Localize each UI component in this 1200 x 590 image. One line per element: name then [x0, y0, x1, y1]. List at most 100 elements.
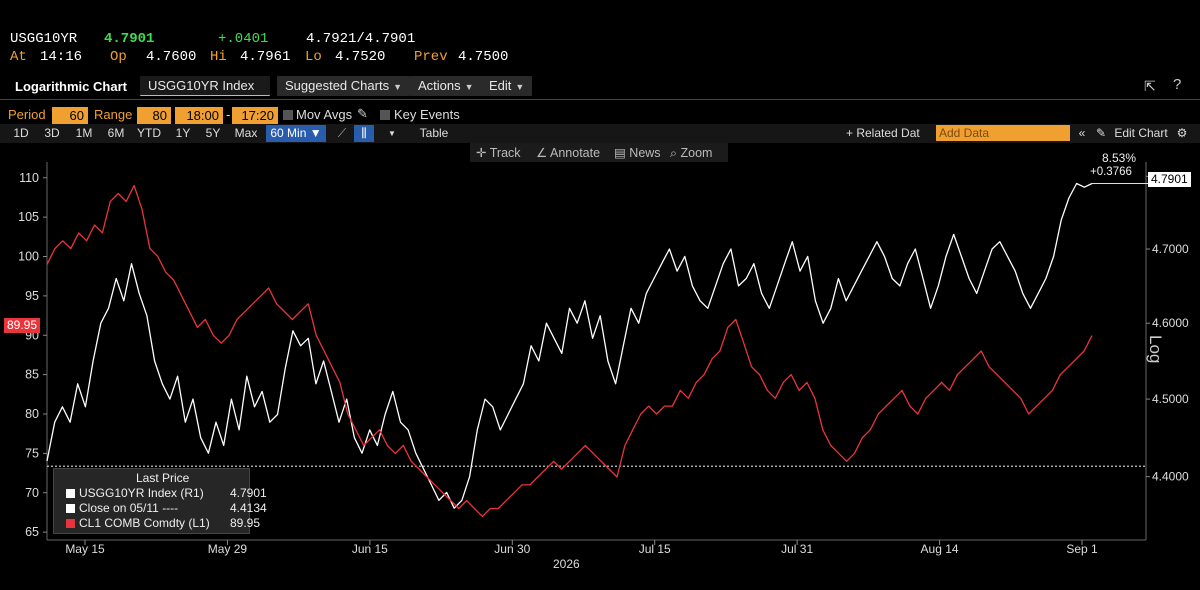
hi-label: Hi — [210, 49, 227, 65]
key-events-label: Key Events — [394, 107, 460, 122]
legend-swatch — [66, 519, 75, 528]
lo-label: Lo — [305, 49, 322, 65]
crosshair-icon: ✛ — [476, 146, 490, 160]
zoom-tool[interactable]: ⌕ Zoom — [670, 144, 712, 162]
zoom-label: Zoom — [680, 146, 713, 160]
at-time: 14:16 — [40, 49, 83, 65]
legend-value: 89.95 — [230, 516, 261, 530]
range-max-button[interactable]: Max — [234, 126, 258, 140]
actions-label: Actions — [418, 78, 461, 93]
range-3d-button[interactable]: 3D — [44, 126, 60, 140]
legend-series-name: CL1 COMB Comdty (L1) — [79, 516, 210, 530]
range-1m-button[interactable]: 1M — [75, 126, 93, 140]
chart-tools-bar — [470, 143, 728, 162]
legend-close-label: Close on 05/11 — [79, 501, 159, 515]
left-price-tag: 89.95 — [4, 318, 41, 333]
track-tool[interactable]: ✛ Track — [476, 144, 521, 162]
chevron-down-icon: ▼ — [515, 82, 525, 92]
left-tick-label: 95 — [25, 289, 39, 303]
right-tick-label: 4.5000 — [1152, 392, 1189, 406]
frequency-select[interactable]: 60 Min ▼ — [266, 125, 326, 142]
x-tick-label: May 29 — [208, 542, 248, 556]
line-chart-icon[interactable]: ⟋ — [337, 126, 347, 140]
annotate-tool[interactable]: ∠ Annotate — [536, 144, 600, 162]
bar-chart-icon[interactable]: ⫼ — [354, 125, 374, 142]
open-label: Op — [110, 49, 127, 65]
magnifier-icon: ⌕ — [670, 146, 681, 160]
abs-change-label: +0.3766 — [1090, 166, 1132, 178]
at-label: At — [10, 49, 27, 65]
x-tick-label: Jun 30 — [494, 542, 530, 556]
left-tick-label: 65 — [25, 525, 39, 539]
right-tick-label: 4.4000 — [1152, 470, 1189, 484]
left-tick-label: 110 — [19, 171, 39, 185]
security-input[interactable]: USGG10YR Index — [140, 76, 270, 96]
legend-item-usgg10yr[interactable]: USGG10YR Index (R1) — [66, 486, 204, 500]
range-5y-button[interactable]: 5Y — [205, 126, 221, 140]
annotate-icon: ∠ — [536, 146, 550, 160]
time-to-input[interactable]: 17:20 — [232, 107, 278, 124]
right-tick-label: 4.6000 — [1152, 316, 1189, 330]
legend-value: 4.4134 — [230, 501, 267, 515]
export-icon[interactable]: ⇱ — [1144, 78, 1156, 94]
x-tick-label: Jul 31 — [781, 542, 813, 556]
track-label: Track — [489, 146, 521, 160]
range-1y-button[interactable]: 1Y — [175, 126, 191, 140]
chevron-down-icon: ▼ — [393, 82, 402, 92]
x-tick-label: Sep 1 — [1066, 542, 1098, 556]
key-events-checkbox[interactable] — [380, 110, 390, 120]
period-input[interactable]: 60 — [52, 107, 88, 124]
legend-series-name: USGG10YR Index (R1) — [79, 486, 204, 500]
gear-icon[interactable]: ⚙ — [1176, 126, 1188, 140]
prev-label: Prev — [414, 49, 448, 65]
range-6m-button[interactable]: 6M — [107, 126, 125, 140]
add-data-input[interactable]: Add Data — [936, 125, 1070, 141]
mov-avgs-label: Mov Avgs — [296, 107, 353, 122]
time-separator: - — [226, 107, 231, 122]
price-change: +.0401 — [218, 31, 269, 47]
edit-label: Edit — [489, 78, 512, 93]
range-input[interactable]: 80 — [137, 107, 171, 124]
pencil-icon[interactable]: ✎ — [1095, 126, 1107, 140]
actions-button[interactable]: Actions ▼ — [410, 76, 482, 96]
period-label: Period — [8, 107, 46, 122]
chevron-down-icon[interactable]: ▼ — [388, 129, 396, 138]
right-price-tag: 4.7901 — [1148, 172, 1191, 187]
chart-series — [46, 182, 1148, 518]
ticker-label: USGG10YR — [10, 31, 78, 47]
x-axis-year: 2026 — [553, 557, 580, 571]
legend-swatch — [66, 489, 75, 498]
left-tick-label: 85 — [25, 368, 39, 382]
table-button[interactable]: Table — [419, 126, 449, 140]
mov-avgs-checkbox[interactable] — [283, 110, 293, 120]
right-tick-label: 4.7000 — [1152, 242, 1189, 256]
related-data-label[interactable]: + Related Dat — [846, 126, 920, 140]
time-from-input[interactable]: 18:00 — [175, 107, 223, 124]
left-tick-label: 80 — [25, 407, 39, 421]
range-1d-button[interactable]: 1D — [13, 126, 29, 140]
left-tick-label: 105 — [18, 210, 39, 224]
legend-item-close[interactable]: Close on 05/11 ---- — [66, 501, 178, 515]
prev-value: 4.7500 — [458, 49, 509, 65]
help-icon[interactable]: ? — [1173, 76, 1182, 93]
news-tool[interactable]: ▤ News — [614, 144, 661, 162]
x-tick-label: Jul 15 — [639, 542, 671, 556]
legend-title: Last Price — [136, 471, 190, 485]
range-ytd-button[interactable]: YTD — [137, 126, 161, 140]
open-value: 4.7600 — [146, 49, 197, 65]
collapse-icon[interactable]: « — [1078, 126, 1086, 140]
legend: Last Price USGG10YR Index (R1) 4.7901 Cl… — [53, 468, 267, 534]
x-tick-label: Jun 15 — [352, 542, 388, 556]
bid-ask: 4.7921/4.7901 — [306, 31, 416, 47]
legend-swatch — [66, 504, 75, 513]
range-label: Range — [94, 107, 133, 122]
news-label: News — [629, 146, 661, 160]
pencil-icon[interactable]: ✎ — [357, 106, 368, 121]
legend-item-cl1[interactable]: CL1 COMB Comdty (L1) — [66, 516, 210, 530]
legend-value: 4.7901 — [230, 486, 267, 500]
suggested-charts-button[interactable]: Suggested Charts ▼ — [277, 76, 410, 96]
edit-chart-button[interactable]: Edit Chart — [1114, 126, 1168, 140]
edit-button[interactable]: Edit ▼ — [481, 76, 533, 96]
chart-type-label: Logarithmic Chart — [15, 79, 127, 94]
left-tick-label: 70 — [25, 486, 39, 500]
